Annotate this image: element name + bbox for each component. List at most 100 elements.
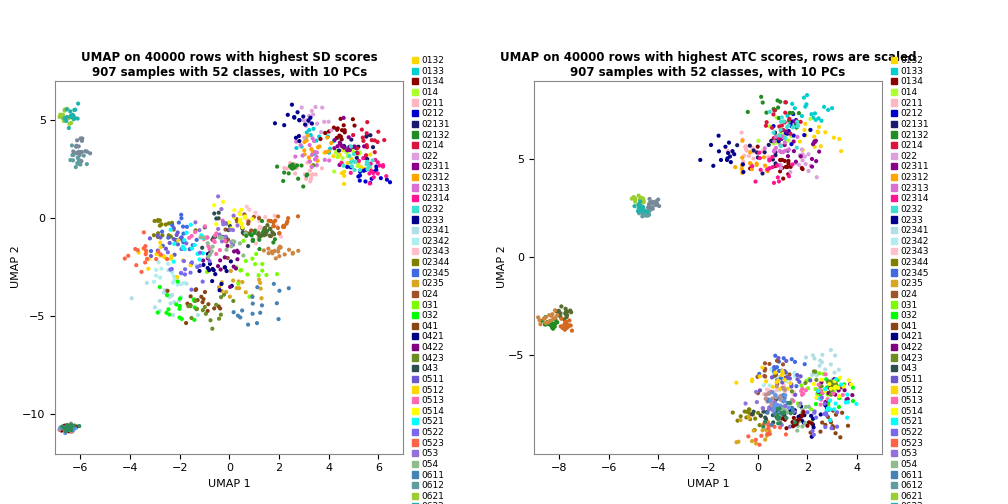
Point	[367, 137, 383, 145]
Point	[750, 143, 766, 151]
Point	[343, 169, 359, 177]
Point	[823, 416, 839, 424]
Point	[753, 93, 769, 101]
Point	[772, 147, 788, 155]
Point	[789, 133, 805, 141]
Point	[758, 391, 774, 399]
Point	[758, 121, 774, 130]
Point	[350, 162, 366, 170]
Point	[733, 416, 749, 424]
Point	[787, 104, 803, 112]
Point	[186, 316, 203, 324]
Point	[64, 422, 80, 430]
Point	[757, 366, 773, 374]
Point	[759, 167, 775, 175]
Point	[545, 325, 561, 333]
Point	[636, 207, 652, 215]
Point	[833, 383, 849, 391]
Point	[223, 242, 239, 250]
Point	[824, 386, 840, 394]
Point	[840, 422, 856, 430]
Point	[790, 413, 806, 421]
Point	[302, 113, 319, 121]
Point	[62, 107, 79, 115]
Point	[248, 239, 264, 247]
Point	[777, 157, 793, 165]
Point	[244, 293, 260, 301]
Point	[815, 370, 832, 378]
Point	[536, 314, 552, 323]
Point	[635, 210, 651, 218]
Point	[776, 411, 792, 419]
Point	[771, 114, 787, 122]
Point	[342, 146, 358, 154]
Point	[770, 404, 786, 412]
Point	[266, 222, 282, 230]
Point	[241, 218, 257, 226]
Point	[57, 424, 74, 432]
Point	[796, 126, 812, 134]
Point	[354, 125, 370, 134]
Point	[161, 293, 177, 301]
Point	[196, 261, 212, 269]
Point	[174, 257, 191, 265]
Point	[258, 230, 274, 238]
Point	[171, 305, 187, 313]
Point	[52, 423, 69, 431]
Point	[163, 291, 179, 299]
Point	[161, 239, 177, 247]
Point	[557, 305, 574, 313]
Point	[209, 229, 225, 237]
Point	[148, 272, 164, 280]
Point	[230, 311, 246, 320]
Point	[212, 231, 228, 239]
Point	[771, 405, 787, 413]
Point	[783, 381, 799, 389]
Point	[275, 223, 291, 231]
Point	[164, 221, 180, 229]
Point	[56, 422, 73, 430]
Point	[805, 140, 822, 148]
Point	[358, 133, 374, 141]
Point	[64, 113, 80, 121]
Point	[845, 384, 861, 392]
Point	[820, 413, 836, 421]
Point	[169, 273, 185, 281]
Point	[57, 426, 74, 434]
Point	[219, 246, 235, 254]
Point	[761, 403, 777, 411]
Point	[184, 241, 201, 249]
Point	[257, 225, 273, 233]
Point	[246, 229, 262, 237]
Point	[761, 360, 777, 368]
Point	[778, 373, 794, 382]
Point	[769, 363, 785, 371]
Point	[543, 319, 559, 327]
Point	[771, 386, 787, 394]
Point	[640, 204, 656, 212]
Point	[53, 424, 70, 432]
Point	[232, 210, 248, 218]
Point	[785, 422, 801, 430]
Point	[214, 205, 230, 213]
Point	[64, 421, 80, 429]
Point	[262, 217, 278, 225]
Point	[782, 423, 798, 431]
Point	[747, 415, 763, 423]
Point	[786, 408, 802, 416]
Point	[766, 363, 782, 371]
Point	[59, 424, 76, 432]
Point	[776, 408, 792, 416]
Point	[310, 143, 327, 151]
Point	[777, 98, 793, 106]
Point	[225, 226, 241, 234]
Point	[186, 241, 203, 249]
Point	[139, 279, 155, 287]
Point	[345, 115, 361, 123]
Point	[766, 388, 782, 396]
Point	[271, 229, 287, 237]
Point	[818, 375, 835, 384]
Point	[767, 407, 783, 415]
Point	[250, 234, 266, 242]
Point	[148, 255, 164, 263]
